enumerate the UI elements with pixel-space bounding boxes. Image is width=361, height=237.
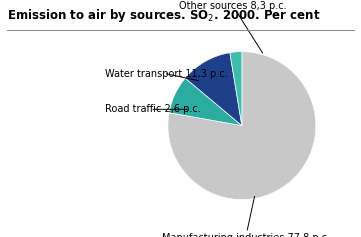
Wedge shape [169,78,242,126]
Wedge shape [168,52,316,200]
Text: Emission to air by sources. SO$_2$. 2000. Per cent: Emission to air by sources. SO$_2$. 2000… [7,7,321,24]
Text: Manufacturing industries 77,8 p.c.: Manufacturing industries 77,8 p.c. [162,196,330,237]
Wedge shape [230,52,242,126]
Wedge shape [185,53,242,126]
Text: Other sources 8,3 p.c.: Other sources 8,3 p.c. [179,1,287,53]
Text: Road traffic 2,6 p.c.: Road traffic 2,6 p.c. [105,104,201,114]
Text: Water transport 11,3 p.c.: Water transport 11,3 p.c. [105,69,228,81]
